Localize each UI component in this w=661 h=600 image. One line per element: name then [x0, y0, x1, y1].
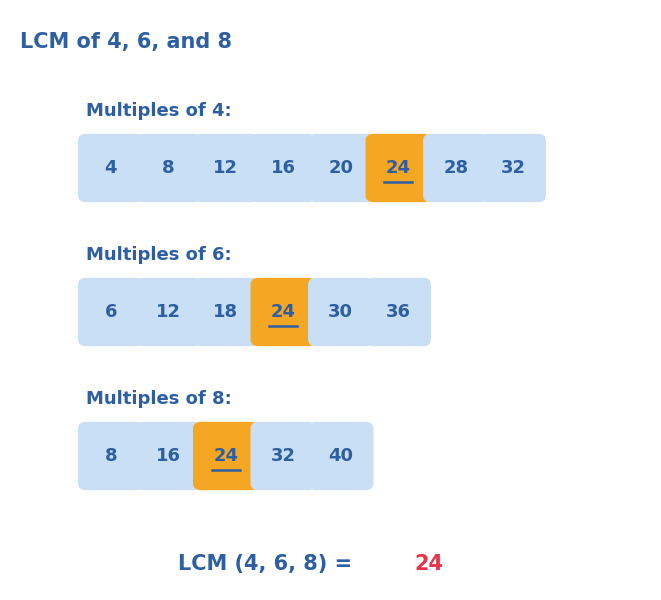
FancyBboxPatch shape — [136, 422, 201, 490]
Text: 8: 8 — [104, 447, 117, 465]
FancyBboxPatch shape — [78, 134, 143, 202]
FancyBboxPatch shape — [251, 278, 316, 346]
FancyBboxPatch shape — [308, 134, 373, 202]
FancyBboxPatch shape — [423, 134, 488, 202]
Text: 24: 24 — [414, 554, 444, 574]
FancyBboxPatch shape — [193, 134, 258, 202]
FancyBboxPatch shape — [308, 422, 373, 490]
Text: Multiples of 4:: Multiples of 4: — [86, 102, 231, 120]
Text: 40: 40 — [329, 447, 353, 465]
FancyBboxPatch shape — [193, 278, 258, 346]
Text: Multiples of 6:: Multiples of 6: — [86, 246, 231, 264]
Text: 12: 12 — [156, 303, 180, 321]
Text: LCM (4, 6, 8) =: LCM (4, 6, 8) = — [178, 554, 360, 574]
FancyBboxPatch shape — [136, 278, 201, 346]
Text: LCM of 4, 6, and 8: LCM of 4, 6, and 8 — [20, 32, 232, 52]
Text: 6: 6 — [104, 303, 117, 321]
FancyBboxPatch shape — [193, 422, 258, 490]
FancyBboxPatch shape — [78, 278, 143, 346]
Text: 28: 28 — [443, 159, 469, 177]
Text: 32: 32 — [271, 447, 295, 465]
FancyBboxPatch shape — [366, 134, 431, 202]
Text: 24: 24 — [271, 303, 295, 321]
Text: 18: 18 — [213, 303, 239, 321]
FancyBboxPatch shape — [251, 134, 316, 202]
Text: 24: 24 — [214, 447, 238, 465]
Text: 4: 4 — [104, 159, 117, 177]
Text: 30: 30 — [329, 303, 353, 321]
Text: 8: 8 — [162, 159, 175, 177]
FancyBboxPatch shape — [136, 134, 201, 202]
Text: 36: 36 — [386, 303, 410, 321]
FancyBboxPatch shape — [481, 134, 546, 202]
FancyBboxPatch shape — [366, 278, 431, 346]
FancyBboxPatch shape — [78, 422, 143, 490]
FancyBboxPatch shape — [308, 278, 373, 346]
FancyBboxPatch shape — [251, 422, 316, 490]
Text: 32: 32 — [501, 159, 525, 177]
Text: 24: 24 — [386, 159, 410, 177]
Text: 20: 20 — [329, 159, 353, 177]
Text: 16: 16 — [156, 447, 180, 465]
Text: 16: 16 — [271, 159, 295, 177]
Text: Multiples of 8:: Multiples of 8: — [86, 390, 231, 408]
Text: 12: 12 — [214, 159, 238, 177]
